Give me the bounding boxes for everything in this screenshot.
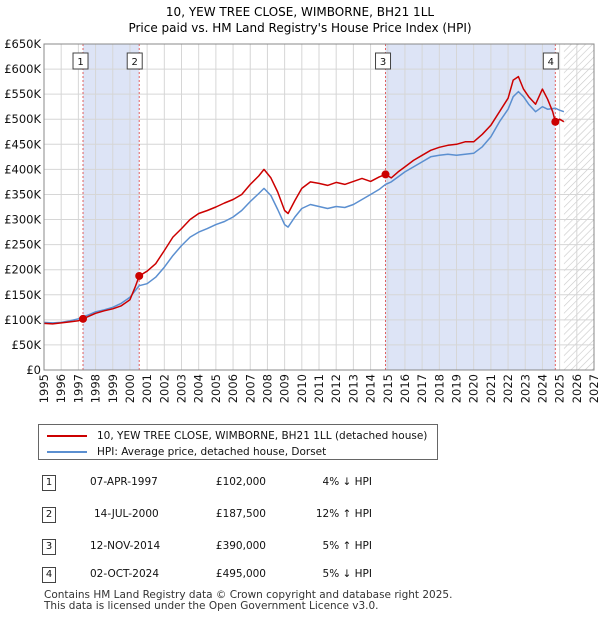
transaction-label: 2 xyxy=(132,57,138,68)
transaction-date: 12-NOV-2014 xyxy=(90,540,161,552)
y-tick-label: £650K xyxy=(4,37,41,51)
y-tick-label: £50K xyxy=(12,338,42,352)
chart-subtitle: Price paid vs. HM Land Registry's House … xyxy=(128,21,471,35)
transaction-date: 02-OCT-2024 xyxy=(90,568,159,580)
y-tick-label: £200K xyxy=(4,263,41,277)
forecast-hatch xyxy=(563,44,594,370)
transaction-date: 07-APR-1997 xyxy=(90,476,158,488)
y-tick-label: £450K xyxy=(4,137,41,151)
transaction-marker-box: 3 xyxy=(42,539,56,555)
y-tick-label: £500K xyxy=(4,112,41,126)
footer-copyright: Contains HM Land Registry data © Crown c… xyxy=(44,589,453,601)
x-tick-label: 2027 xyxy=(587,374,600,403)
legend-item-house: 10, YEW TREE CLOSE, WIMBORNE, BH21 1LL (… xyxy=(47,428,427,444)
transaction-hpi-diff: 5% ↓ HPI xyxy=(322,568,372,580)
transaction-date: 14-JUL-2000 xyxy=(94,508,159,520)
y-tick-label: £0 xyxy=(26,363,41,377)
transaction-hpi-diff: 5% ↑ HPI xyxy=(322,540,372,552)
transaction-price: £102,000 xyxy=(215,476,266,488)
transaction-label: 1 xyxy=(77,57,83,68)
price-chart: 10, YEW TREE CLOSE, WIMBORNE, BH21 1LL P… xyxy=(4,5,600,403)
x-tick-label: 2014 xyxy=(364,374,378,403)
chart-title: 10, YEW TREE CLOSE, WIMBORNE, BH21 1LL xyxy=(166,5,434,19)
transaction-point xyxy=(381,170,390,179)
x-tick-label: 2006 xyxy=(226,374,240,403)
shaded-period xyxy=(83,44,140,370)
transaction-price: £187,500 xyxy=(215,508,266,520)
x-tick-label: 1999 xyxy=(106,374,120,403)
transaction-label: 3 xyxy=(380,57,386,68)
x-tick-label: 2010 xyxy=(295,374,309,403)
x-tick-label: 2015 xyxy=(381,374,395,403)
transaction-hpi-diff: 4% ↓ HPI xyxy=(322,476,372,488)
legend-item-hpi: HPI: Average price, detached house, Dors… xyxy=(47,444,326,460)
x-tick-label: 2005 xyxy=(209,374,223,403)
x-tick-label: 2012 xyxy=(329,374,343,403)
transaction-marker-box: 1 xyxy=(42,475,56,491)
x-tick-label: 2018 xyxy=(432,374,446,403)
transaction-label-box xyxy=(126,52,143,70)
x-tick-label: 2007 xyxy=(243,374,257,403)
x-tick-label: 1997 xyxy=(71,374,85,403)
x-tick-label: 2025 xyxy=(553,374,567,403)
transaction-label-box xyxy=(542,52,559,70)
transaction-label: 4 xyxy=(548,57,554,68)
legend-label-house: 10, YEW TREE CLOSE, WIMBORNE, BH21 1LL (… xyxy=(97,430,428,442)
x-tick-label: 2001 xyxy=(140,374,154,403)
footer: Contains HM Land Registry data © Crown c… xyxy=(44,590,452,612)
legend-swatch-hpi xyxy=(47,451,87,453)
legend: 10, YEW TREE CLOSE, WIMBORNE, BH21 1LL (… xyxy=(38,424,438,460)
y-tick-label: £300K xyxy=(4,213,41,227)
x-tick-label: 2004 xyxy=(192,374,206,403)
x-tick-label: 2003 xyxy=(175,374,189,403)
y-tick-label: £400K xyxy=(4,162,41,176)
legend-label-hpi: HPI: Average price, detached house, Dors… xyxy=(97,446,327,458)
house-price-line xyxy=(43,75,565,325)
transaction-point xyxy=(79,314,88,323)
y-tick-label: £350K xyxy=(4,187,41,201)
transaction-price: £495,000 xyxy=(215,568,266,580)
y-tick-label: £100K xyxy=(4,313,41,327)
transaction-marker-box: 2 xyxy=(42,507,56,523)
footer-licence: This data is licensed under the Open Gov… xyxy=(44,600,379,612)
x-tick-label: 2016 xyxy=(398,374,412,403)
transaction-price: £390,000 xyxy=(215,540,266,552)
x-tick-label: 1996 xyxy=(54,374,68,403)
transaction-point xyxy=(551,117,560,126)
x-tick-label: 2013 xyxy=(346,374,360,403)
x-tick-label: 2008 xyxy=(260,374,274,403)
y-tick-label: £550K xyxy=(4,87,41,101)
x-tick-label: 2022 xyxy=(501,374,515,403)
x-tick-label: 2000 xyxy=(123,374,137,403)
x-tick-label: 2017 xyxy=(415,374,429,403)
x-tick-label: 2009 xyxy=(278,374,292,403)
x-tick-label: 1995 xyxy=(37,374,51,403)
y-tick-label: £600K xyxy=(4,62,41,76)
x-tick-label: 1998 xyxy=(89,374,103,403)
x-tick-label: 2024 xyxy=(535,374,549,403)
x-tick-label: 2021 xyxy=(484,374,498,403)
transaction-hpi-diff: 12% ↑ HPI xyxy=(315,508,372,520)
x-tick-label: 2019 xyxy=(450,374,464,403)
transaction-point xyxy=(135,271,144,280)
transaction-marker-box: 4 xyxy=(42,567,56,583)
legend-swatch-house xyxy=(47,435,87,437)
transaction-label-box xyxy=(375,52,392,70)
transaction-label-box xyxy=(72,52,89,70)
x-tick-label: 2002 xyxy=(157,374,171,403)
x-tick-label: 2020 xyxy=(467,374,481,403)
x-tick-label: 2026 xyxy=(570,374,584,403)
y-tick-label: £250K xyxy=(4,238,41,252)
plot-frame xyxy=(43,43,595,371)
x-tick-label: 2011 xyxy=(312,374,326,403)
y-tick-label: £150K xyxy=(4,288,41,302)
x-tick-label: 2023 xyxy=(518,374,532,403)
shaded-period xyxy=(385,44,556,370)
